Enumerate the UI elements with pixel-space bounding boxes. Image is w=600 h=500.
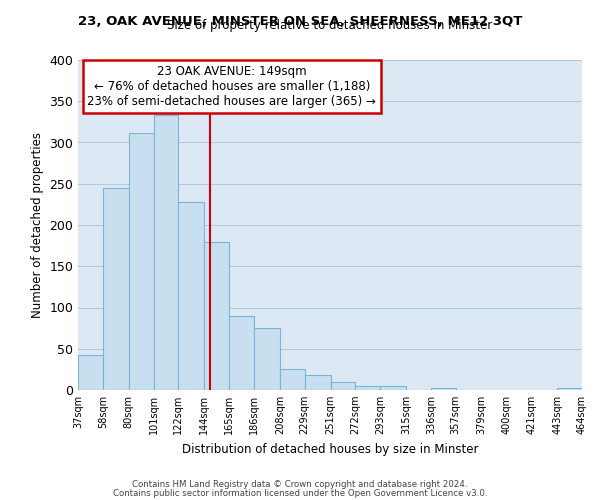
Bar bbox=[178, 202, 204, 390]
Bar bbox=[154, 116, 178, 390]
Bar bbox=[229, 316, 254, 390]
Y-axis label: Number of detached properties: Number of detached properties bbox=[31, 132, 44, 318]
Text: 23, OAK AVENUE, MINSTER ON SEA, SHEERNESS, ME12 3QT: 23, OAK AVENUE, MINSTER ON SEA, SHEERNES… bbox=[78, 15, 522, 28]
Bar bbox=[380, 386, 406, 390]
Bar bbox=[431, 388, 456, 390]
Bar bbox=[355, 386, 380, 390]
Bar bbox=[78, 356, 103, 390]
Bar bbox=[331, 382, 355, 390]
X-axis label: Distribution of detached houses by size in Minster: Distribution of detached houses by size … bbox=[182, 442, 478, 456]
Bar bbox=[305, 375, 331, 390]
Text: Contains public sector information licensed under the Open Government Licence v3: Contains public sector information licen… bbox=[113, 488, 487, 498]
Title: Size of property relative to detached houses in Minster: Size of property relative to detached ho… bbox=[167, 20, 493, 32]
Bar bbox=[204, 242, 229, 390]
Bar bbox=[280, 370, 305, 390]
Text: Contains HM Land Registry data © Crown copyright and database right 2024.: Contains HM Land Registry data © Crown c… bbox=[132, 480, 468, 489]
Bar bbox=[103, 188, 129, 390]
Bar bbox=[129, 134, 154, 390]
Text: 23 OAK AVENUE: 149sqm
← 76% of detached houses are smaller (1,188)
23% of semi-d: 23 OAK AVENUE: 149sqm ← 76% of detached … bbox=[87, 65, 376, 108]
Bar bbox=[254, 328, 280, 390]
Bar bbox=[557, 388, 582, 390]
